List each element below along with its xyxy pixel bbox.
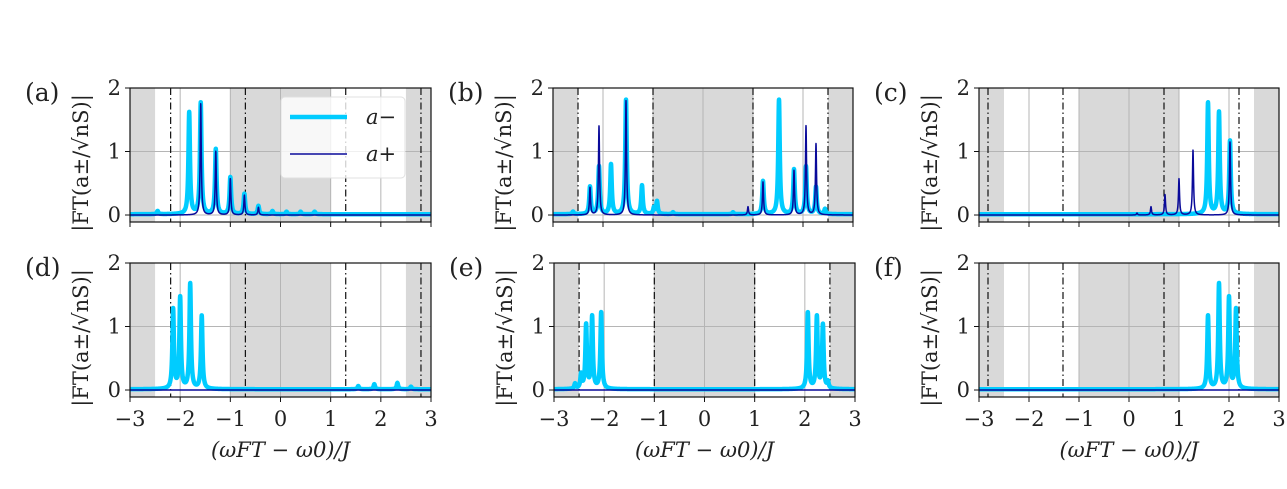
- x-tick-label: 3: [1272, 407, 1285, 431]
- shaded-region: [828, 88, 853, 222]
- x-axis-label: (ωFT − ω0)/J: [635, 438, 776, 462]
- subplot-b: 0 1 2 |FT(a±/√nS)| (b): [448, 76, 854, 232]
- y-tick-label: 1: [108, 140, 121, 164]
- subplot-d: 0 1 2 −3 −2 −1 0 1 2 3 (ωFT − ω0)/J |FT(a±/√nS)| (d): [25, 251, 438, 462]
- legend: a− a+: [280, 96, 406, 179]
- panel-label: (d): [25, 253, 61, 282]
- subplot-c: 0 1 2 |FT(a±/√nS)| (c): [874, 76, 1280, 232]
- shaded-region: [979, 88, 1004, 222]
- y-tick-label: 2: [108, 251, 121, 275]
- x-tick-label: 2: [1222, 407, 1235, 431]
- x-tick-label: 1: [748, 407, 761, 431]
- shaded-region: [979, 263, 1004, 397]
- x-tick-label: 2: [374, 407, 387, 431]
- legend-label-a-plus: a+: [366, 142, 396, 166]
- x-tick-label: −1: [639, 407, 670, 431]
- legend-label-a-minus: a−: [366, 105, 396, 129]
- x-tick-label: 0: [698, 407, 711, 431]
- y-tick-label: 1: [957, 140, 970, 164]
- shaded-region: [1254, 88, 1279, 222]
- shaded-region: [405, 88, 431, 222]
- y-tick-label: 0: [957, 203, 970, 227]
- shaded-region: [553, 88, 578, 222]
- shaded-region: [130, 263, 156, 397]
- subplot-f: 0 1 2 −3 −2 −1 0 1 2 3 (ωFT − ω0)/J |FT(a±/√nS)| (f): [874, 251, 1286, 462]
- y-axis-label: |FT(a±/√nS)|: [918, 269, 943, 407]
- series-a-plus: [553, 99, 853, 216]
- y-tick-label: 0: [532, 378, 545, 402]
- x-tick-label: 2: [798, 407, 811, 431]
- x-tick-label: −2: [589, 407, 620, 431]
- y-tick-label: 2: [108, 76, 121, 100]
- x-tick-label: −1: [1064, 407, 1095, 431]
- x-tick-label: 0: [1122, 407, 1135, 431]
- subplot-e: 0 1 2 −3 −2 −1 0 1 2 3 (ωFT − ω0)/J |FT(a±/√nS)| (e): [449, 251, 862, 462]
- panel-label: (b): [448, 78, 484, 107]
- series-a-minus: [554, 309, 855, 392]
- x-tick-label: 0: [274, 407, 287, 431]
- y-axis-label: |FT(a±/√nS)|: [492, 94, 517, 232]
- y-tick-label: 0: [957, 378, 970, 402]
- series-a-plus: [130, 102, 431, 216]
- y-axis-label: |FT(a±/√nS)|: [69, 269, 94, 407]
- y-tick-label: 1: [531, 140, 544, 164]
- shaded-region: [829, 263, 855, 397]
- y-tick-label: 0: [108, 203, 121, 227]
- y-axis-label: |FT(a±/√nS)|: [493, 269, 518, 407]
- panel-label: (c): [874, 78, 908, 107]
- series-a-minus: [979, 280, 1279, 392]
- shaded-region: [1254, 263, 1279, 397]
- series-a-minus: [130, 280, 431, 392]
- y-tick-label: 1: [532, 315, 545, 339]
- y-tick-label: 2: [957, 251, 970, 275]
- panel-label: (e): [449, 253, 483, 282]
- panel-label: (a): [25, 78, 59, 107]
- y-tick-label: 2: [531, 76, 544, 100]
- x-tick-label: −3: [964, 407, 995, 431]
- y-tick-label: 0: [108, 378, 121, 402]
- y-axis-label: |FT(a±/√nS)|: [69, 94, 94, 232]
- x-tick-label: 1: [324, 407, 337, 431]
- x-axis-label: (ωFT − ω0)/J: [1059, 438, 1200, 462]
- x-tick-label: −2: [165, 407, 196, 431]
- x-tick-label: −3: [539, 407, 570, 431]
- x-axis-label: (ωFT − ω0)/J: [211, 438, 352, 462]
- x-tick-label: 3: [848, 407, 861, 431]
- shaded-region: [130, 88, 156, 222]
- shaded-region: [405, 263, 431, 397]
- x-tick-label: −1: [215, 407, 246, 431]
- shaded-region: [554, 263, 580, 397]
- y-tick-label: 0: [531, 203, 544, 227]
- series-a-plus: [979, 141, 1279, 216]
- x-tick-label: −2: [1014, 407, 1045, 431]
- x-tick-label: −3: [115, 407, 146, 431]
- y-tick-label: 1: [957, 315, 970, 339]
- y-axis-label: |FT(a±/√nS)|: [918, 94, 943, 232]
- y-tick-label: 2: [532, 251, 545, 275]
- y-tick-label: 1: [108, 315, 121, 339]
- x-tick-label: 3: [424, 407, 437, 431]
- panel-label: (f): [874, 253, 903, 282]
- x-tick-label: 1: [1172, 407, 1185, 431]
- series-a-minus: [130, 99, 431, 217]
- y-tick-label: 2: [957, 76, 970, 100]
